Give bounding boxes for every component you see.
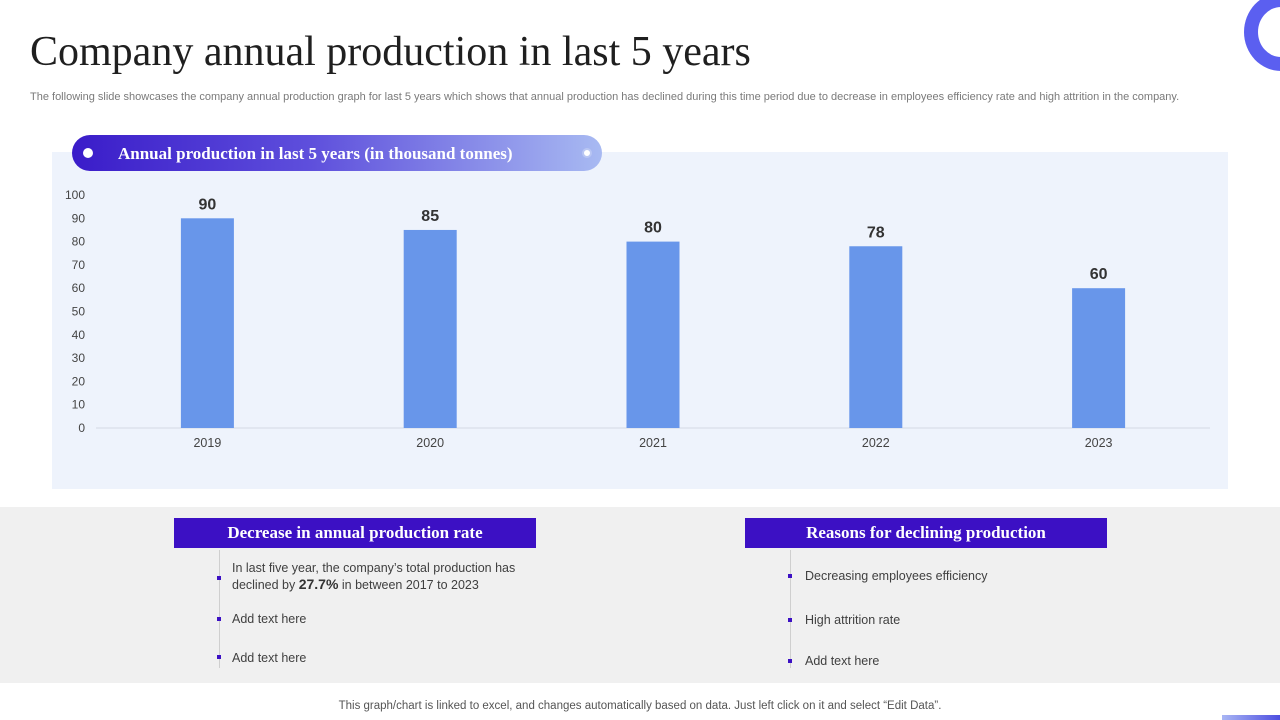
- data-label: 80: [644, 220, 662, 237]
- bar-chart[interactable]: 0 10 20 30 40 50 60 70 80 90 100 90 2019 85 2020 80 2021…: [52, 152, 1228, 489]
- bullet-icon: [217, 617, 221, 621]
- corner-bar-decoration: [1222, 715, 1280, 720]
- bar: [626, 241, 680, 428]
- data-label: 60: [1090, 266, 1108, 283]
- right-box-item: Add text here: [805, 654, 880, 668]
- bar: [849, 246, 903, 428]
- y-tick-label: 10: [72, 398, 86, 412]
- bullet-icon: [217, 655, 221, 659]
- y-tick-label: 0: [78, 421, 85, 435]
- left-box-header: Decrease in annual production rate: [174, 518, 536, 548]
- decline-percentage: 27.7%: [298, 576, 339, 592]
- data-label: 78: [867, 224, 885, 241]
- right-box-item: High attrition rate: [805, 613, 901, 627]
- chart-header-pill: Annual production in last 5 years (in th…: [72, 135, 602, 171]
- data-label: 85: [421, 208, 439, 225]
- y-tick-label: 60: [72, 281, 86, 295]
- corner-decoration: [1244, 0, 1280, 71]
- y-tick-label: 70: [72, 258, 86, 272]
- y-tick-label: 90: [72, 211, 86, 225]
- y-tick-label: 100: [65, 188, 85, 202]
- bar: [180, 218, 234, 428]
- bullet-icon: [788, 659, 792, 663]
- y-tick-label: 40: [72, 328, 86, 342]
- pill-dot-left: [83, 148, 93, 158]
- data-label: 90: [199, 196, 217, 213]
- bar: [403, 229, 457, 428]
- bar: [1072, 288, 1126, 428]
- x-tick-label: 2021: [639, 436, 667, 450]
- y-tick-label: 20: [72, 374, 86, 388]
- bullet-icon: [788, 574, 792, 578]
- page-subtitle: The following slide showcases the compan…: [30, 91, 1180, 103]
- pill-dot-right: [582, 148, 592, 158]
- right-box-header: Reasons for declining production: [745, 518, 1107, 548]
- chart-header-label: Annual production in last 5 years (in th…: [118, 144, 513, 163]
- left-box-item: Add text here: [232, 612, 307, 626]
- left-item-line2: declined by 27.7% in between 2017 to 202…: [232, 576, 479, 592]
- x-tick-label: 2022: [862, 436, 890, 450]
- left-item-line1: In last five year, the company’s total p…: [232, 561, 516, 575]
- y-tick-label: 30: [72, 351, 86, 365]
- left-box-item: Add text here: [232, 651, 307, 665]
- bullet-icon: [217, 576, 221, 580]
- bullet-icon: [788, 618, 792, 622]
- right-box-divider: [790, 550, 791, 668]
- x-tick-label: 2023: [1085, 436, 1113, 450]
- x-tick-label: 2019: [193, 436, 221, 450]
- x-tick-label: 2020: [416, 436, 444, 450]
- right-box-item: Decreasing employees efficiency: [805, 569, 988, 583]
- page-title: Company annual production in last 5 year…: [30, 29, 751, 75]
- y-tick-label: 80: [72, 235, 86, 249]
- left-box-item: In last five year, the company’s total p…: [232, 560, 537, 593]
- left-box-divider: [219, 550, 220, 668]
- footnote: This graph/chart is linked to excel, and…: [338, 700, 942, 712]
- y-tick-label: 50: [72, 305, 86, 319]
